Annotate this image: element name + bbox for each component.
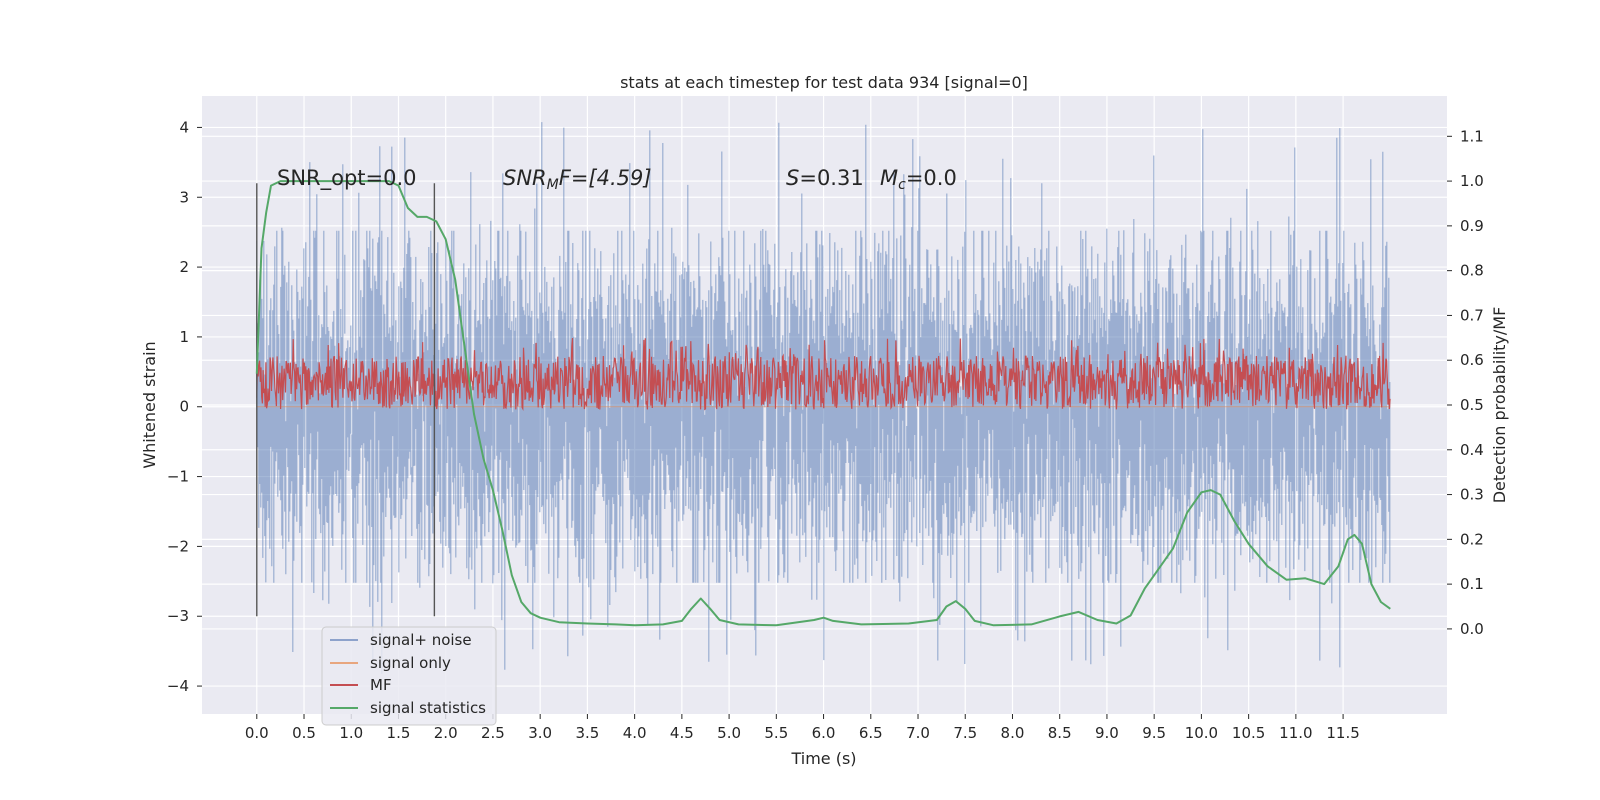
legend-box [321,626,497,726]
y-right-tick-label: 0.9 [1460,217,1484,235]
y-right-tick-label: 0.0 [1460,620,1484,638]
y-left-tick-label: −1 [167,468,189,486]
x-tick-label: 9.5 [1142,724,1166,742]
x-tick-label: 6.0 [812,724,836,742]
y-left-tick-label: −3 [167,607,189,625]
y-left-tick-label: 4 [179,118,189,136]
y-right-tick-label: 0.7 [1460,306,1484,324]
y-right-tick-label: 0.4 [1460,441,1484,459]
x-tick-label: 2.0 [434,724,458,742]
series-mf [256,337,1391,412]
y-left-tick-label: 0 [179,398,189,416]
x-tick-label: 10.5 [1232,724,1265,742]
x-tick-label: 2.5 [481,724,505,742]
x-tick-label: 3.0 [528,724,552,742]
annotation-snr-opt: SNR_opt=0.0 [277,166,417,191]
y-left-tick-label: 3 [179,188,189,206]
x-tick-label: 8.0 [1001,724,1025,742]
y-right-tick-label: 0.2 [1460,530,1484,548]
y-right-tick-label: 0.1 [1460,575,1484,593]
y-right-tick-label: 0.6 [1460,351,1484,369]
x-axis-label: Time (s) [790,749,856,768]
y-right-tick-label: 1.0 [1460,172,1484,190]
legend: signal+ noise signal only MF signal stat… [321,626,497,726]
y-left-tick-label: −2 [167,537,189,555]
annotation-s: S=0.31 [786,166,864,190]
x-tick-label: 7.5 [953,724,977,742]
x-tick-label: 4.5 [670,724,694,742]
x-tick-label: 11.0 [1279,724,1312,742]
x-tick-label: 11.5 [1326,724,1359,742]
legend-label-mf: MF [370,676,392,694]
y-left-tick-label: 2 [179,258,189,276]
legend-label-signal-statistics: signal statistics [370,699,486,717]
y-right-tick-label: 0.5 [1460,396,1484,414]
x-tick-label: 1.0 [339,724,363,742]
x-tick-label: 4.0 [623,724,647,742]
annotation-snr-mf: SNRMF=[4.59] [503,166,652,193]
x-tick-label: 1.5 [387,724,411,742]
legend-label-signal-noise: signal+ noise [370,631,472,649]
y-axis-right-label: Detection probability/MF [1490,307,1509,504]
y-right-tick-label: 0.3 [1460,486,1484,504]
y-right-tick-label: 1.1 [1460,127,1484,145]
y-left-tick-label: −4 [167,677,189,695]
annotation-mc: Mc=0.0 [880,166,957,193]
line-signal-statistics [255,180,1391,627]
line-mf [256,337,1391,412]
x-tick-label: 5.5 [764,724,788,742]
x-tick-label: 3.5 [575,724,599,742]
x-tick-label: 8.5 [1048,724,1072,742]
y-right-tick-label: 0.8 [1460,262,1484,280]
x-tick-label: 7.0 [906,724,930,742]
ticks: 0.0 0.5 1.0 1.5 2.0 2.5 3.0 3.5 4.0 4.5 5.0 5.5 6.0 6… [167,118,1484,742]
vertical-markers [256,183,436,617]
series-signal-statistics [255,180,1391,627]
x-tick-label: 0.0 [245,724,269,742]
chart-title: stats at each timestep for test data 934… [620,73,1028,92]
legend-label-signal-only: signal only [370,654,451,672]
y-axis-left-label: Whitened strain [140,341,159,468]
y-left-tick-label: 1 [179,328,189,346]
x-tick-label: 10.0 [1185,724,1218,742]
x-tick-label: 0.5 [292,724,316,742]
x-tick-label: 6.5 [859,724,883,742]
x-tick-label: 5.0 [717,724,741,742]
x-tick-label: 9.0 [1095,724,1119,742]
